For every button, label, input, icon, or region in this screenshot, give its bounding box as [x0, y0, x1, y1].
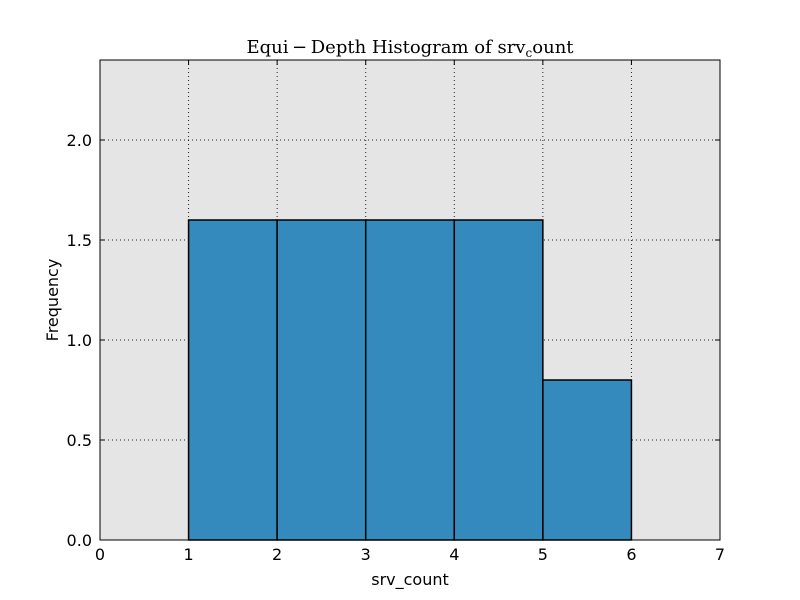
x-tick-label: 6	[626, 545, 636, 564]
bars	[187, 219, 633, 541]
x-tick-label: 2	[272, 545, 282, 564]
ticks: 0 1 2 3 4 5 6 7 0.0 0.5 1.0 1.5 2.0	[67, 60, 725, 564]
y-tick-label: 2.0	[67, 131, 92, 150]
y-tick-label: 1.5	[67, 231, 92, 250]
plot-frame	[99, 59, 721, 541]
histogram-bar	[276, 219, 367, 541]
x-tick-label: 3	[361, 545, 371, 564]
y-tick-label: 0.5	[67, 431, 92, 450]
histogram-bar	[364, 219, 456, 541]
y-axis-label: Frequency	[43, 259, 62, 342]
x-tick-label: 1	[183, 545, 193, 564]
x-tick-label: 0	[95, 545, 105, 564]
histogram-bar	[453, 219, 544, 541]
histogram-bar	[542, 379, 633, 541]
x-axis-label: srv_count	[371, 570, 449, 590]
x-tick-label: 5	[538, 545, 548, 564]
x-tick-label: 7	[715, 545, 725, 564]
x-tick-label: 4	[449, 545, 459, 564]
y-tick-label: 1.0	[67, 331, 92, 350]
y-tick-label: 0.0	[67, 531, 92, 550]
histogram-bar	[187, 219, 278, 541]
chart-title: Equi − Depth Histogram of srvcount	[246, 37, 574, 60]
